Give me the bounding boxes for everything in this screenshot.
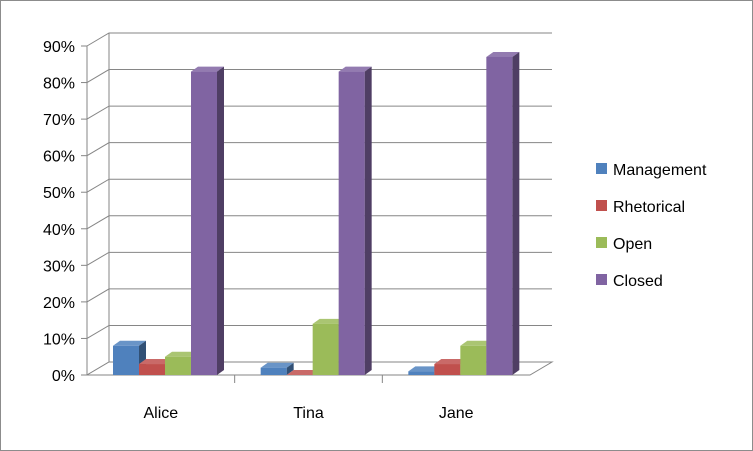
gridline bbox=[86, 178, 552, 193]
y-tick-label: 20% bbox=[43, 295, 75, 312]
y-tick-label: 60% bbox=[43, 149, 75, 166]
gridline bbox=[86, 215, 552, 230]
gridline bbox=[86, 32, 552, 47]
bar-tina-closed bbox=[338, 66, 372, 375]
legend-swatch bbox=[596, 163, 607, 174]
legend-item-open: Open bbox=[596, 236, 652, 253]
gridline bbox=[86, 142, 552, 157]
y-tick-label: 70% bbox=[43, 112, 75, 129]
y-tick-label: 0% bbox=[52, 368, 75, 385]
legend-swatch bbox=[596, 274, 607, 285]
y-tick-label: 50% bbox=[43, 185, 75, 202]
legend-swatch bbox=[596, 237, 607, 248]
legend-item-closed: Closed bbox=[596, 273, 663, 290]
y-tick-label: 90% bbox=[43, 39, 75, 56]
gridline bbox=[86, 69, 552, 83]
gridline bbox=[86, 105, 552, 120]
legend-label: Management bbox=[613, 162, 707, 179]
legend-item-management: Management bbox=[596, 162, 707, 179]
gridline bbox=[86, 324, 552, 339]
legend-label: Open bbox=[613, 236, 652, 253]
bars bbox=[113, 51, 520, 375]
y-axis-ticks: 0% 10% 20% 30% 40% 50% 60% 70% 80% 90% bbox=[43, 39, 87, 385]
y-tick-label: 40% bbox=[43, 222, 75, 239]
legend-label: Closed bbox=[613, 273, 663, 290]
legend-swatch bbox=[596, 200, 607, 211]
y-tick-label: 80% bbox=[43, 76, 75, 93]
legend-label: Rhetorical bbox=[613, 199, 685, 216]
gridline bbox=[86, 251, 552, 266]
legend-item-rhetorical: Rhetorical bbox=[596, 199, 685, 216]
x-tick-label: Jane bbox=[439, 405, 474, 422]
y-tick-label: 10% bbox=[43, 331, 75, 348]
gridline bbox=[86, 288, 552, 303]
bar-tina-rhetorical bbox=[286, 370, 320, 375]
x-tick-label: Alice bbox=[143, 405, 178, 422]
bar-jane-closed bbox=[486, 51, 520, 375]
left-wall bbox=[86, 33, 110, 376]
x-tick-label: Tina bbox=[293, 405, 324, 422]
y-tick-label: 30% bbox=[43, 258, 75, 275]
x-axis-ticks: Alice Tina Jane bbox=[143, 375, 474, 422]
bar-alice-closed bbox=[191, 66, 224, 375]
gridlines bbox=[86, 32, 552, 339]
bar-tina-management bbox=[260, 362, 294, 375]
legend: Management Rhetorical Open Closed bbox=[596, 162, 707, 290]
